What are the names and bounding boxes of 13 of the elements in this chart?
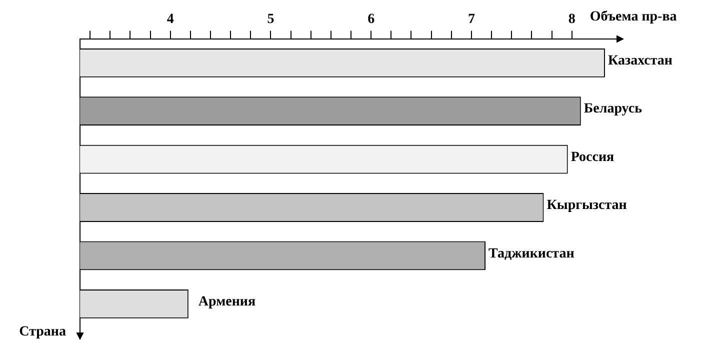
x-tick-label: 8 [568, 12, 576, 28]
y-tick-label: Армения [198, 294, 256, 310]
y-tick-label: Кыргызстан [546, 198, 627, 214]
y-axis-title: Страна [19, 324, 66, 340]
x-tick-label: 5 [267, 12, 274, 28]
x-axis-title: Объема пр-ва [590, 9, 677, 24]
y-tick-label: Россия [570, 150, 615, 165]
y-tick-label: Беларусь [584, 102, 643, 117]
y-tick-label: Таджикистан [488, 246, 574, 262]
y-tick-label: Казахстан [608, 54, 673, 69]
x-tick-label: 6 [368, 12, 375, 28]
x-tick-label: 4 [166, 12, 174, 28]
x-tick-label: 7 [468, 12, 475, 28]
